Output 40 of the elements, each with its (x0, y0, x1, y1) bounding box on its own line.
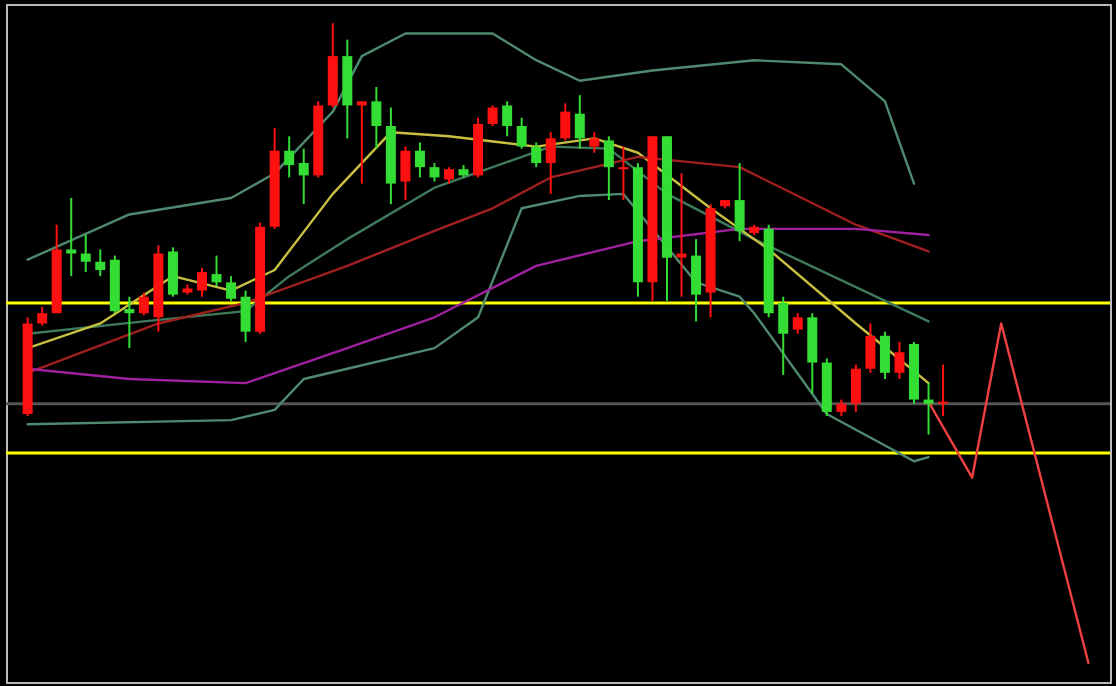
candlestick (95, 248, 106, 278)
candlestick (502, 100, 513, 138)
candlestick (618, 145, 629, 202)
candlestick (938, 363, 949, 418)
candlestick (792, 312, 803, 335)
candlestick (879, 330, 890, 380)
candlestick (531, 141, 542, 169)
candlestick (865, 322, 876, 374)
candlestick (226, 275, 237, 302)
candlestick (516, 116, 527, 150)
candlestick (66, 197, 77, 278)
candlestick (356, 100, 367, 185)
candlestick (400, 145, 411, 202)
candlestick (778, 295, 789, 376)
candlestick (850, 363, 861, 413)
candlestick (211, 254, 222, 288)
candlestick (734, 162, 745, 243)
candlestick (560, 102, 571, 142)
candlestick (167, 246, 178, 298)
candlestick (80, 234, 91, 274)
candlestick (298, 147, 309, 206)
candlestick (894, 340, 905, 380)
candlestick (545, 131, 556, 195)
candlestick (37, 306, 48, 327)
candlestick (589, 131, 600, 154)
candlestick (603, 135, 614, 202)
candlestick (138, 291, 149, 317)
candlestick (371, 85, 382, 150)
candlestick (574, 94, 585, 150)
candlestick (807, 312, 818, 395)
candlestick (487, 104, 498, 128)
candlestick (284, 135, 295, 179)
candlestick (124, 295, 135, 350)
candlestick (429, 162, 440, 183)
candlestick (240, 289, 251, 343)
candlestick (691, 238, 702, 323)
candlestick (414, 141, 425, 179)
candlestick (923, 382, 934, 436)
candlestick (196, 266, 207, 298)
candlestick (676, 172, 687, 298)
